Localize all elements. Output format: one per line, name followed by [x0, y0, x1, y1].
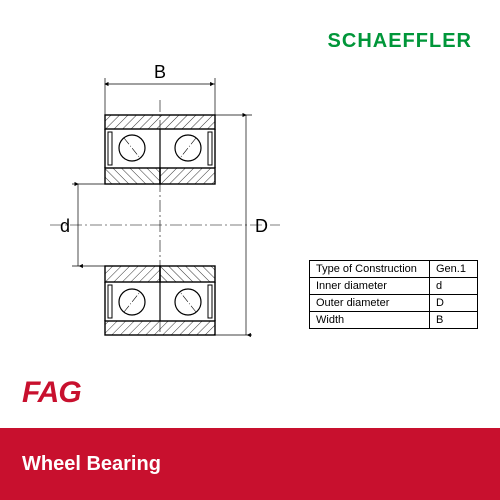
spec-label: Width	[310, 312, 430, 329]
table-row: Width B	[310, 312, 478, 329]
spec-table: Type of Construction Gen.1 Inner diamete…	[309, 260, 478, 329]
brand-logo: FAG	[22, 376, 81, 410]
spec-value: B	[430, 312, 478, 329]
spec-value: d	[430, 278, 478, 295]
spec-value: Gen.1	[430, 261, 478, 278]
table-row: Outer diameter D	[310, 295, 478, 312]
dim-label-D: D	[255, 216, 268, 236]
table-row: Inner diameter d	[310, 278, 478, 295]
footer-bar: Wheel Bearing	[0, 428, 500, 500]
spec-label: Type of Construction	[310, 261, 430, 278]
spec-value: D	[430, 295, 478, 312]
bearing-cross-section-diagram: B d D	[30, 60, 290, 340]
dim-label-d: d	[60, 216, 70, 236]
product-title: Wheel Bearing	[22, 453, 161, 476]
table-row: Type of Construction Gen.1	[310, 261, 478, 278]
spec-label: Inner diameter	[310, 278, 430, 295]
spec-label: Outer diameter	[310, 295, 430, 312]
dim-label-B: B	[154, 62, 166, 82]
company-logo: SCHAEFFLER	[328, 30, 472, 53]
